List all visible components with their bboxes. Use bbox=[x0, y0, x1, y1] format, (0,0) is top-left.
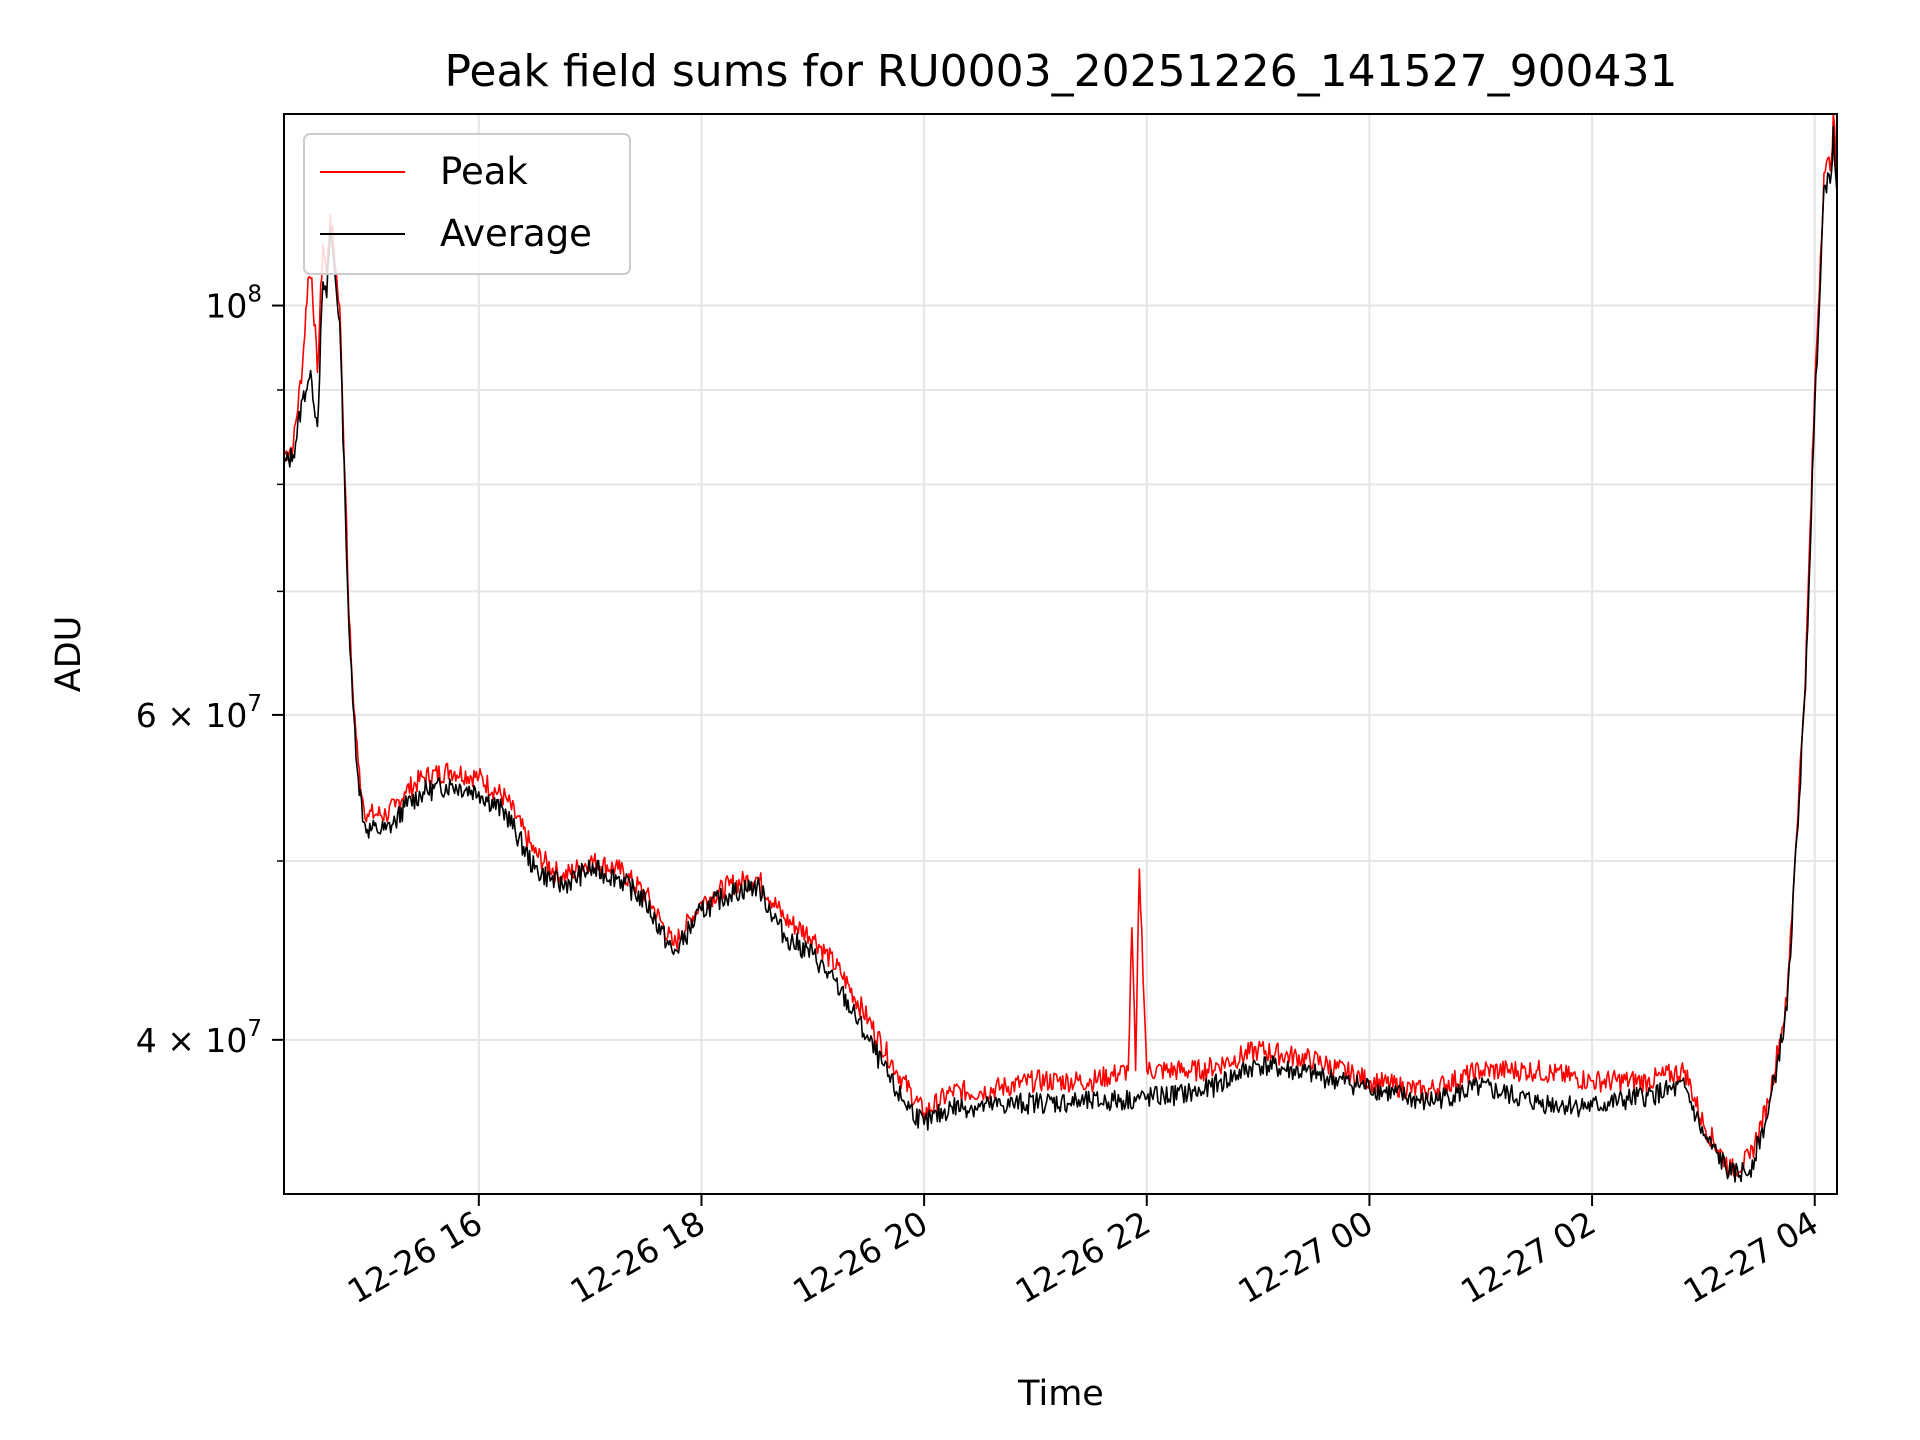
legend-label-peak: Peak bbox=[440, 150, 528, 193]
y-axis-label: ADU bbox=[49, 616, 89, 693]
y-tick-label: 108 bbox=[205, 282, 262, 326]
legend: Peak Average bbox=[303, 133, 631, 275]
grid bbox=[284, 114, 1837, 1194]
series-line-peak bbox=[284, 114, 1837, 1177]
y-tick-label: 4 × 107 bbox=[136, 1016, 262, 1060]
x-axis-label: Time bbox=[1017, 1374, 1104, 1414]
series-line-average bbox=[284, 125, 1837, 1183]
plot-frame bbox=[283, 113, 1838, 1195]
plot-area bbox=[284, 114, 1837, 1183]
legend-box bbox=[303, 133, 631, 275]
y-tick-label: 6 × 107 bbox=[136, 691, 262, 735]
legend-label-average: Average bbox=[440, 212, 592, 255]
chart-title: Peak field sums for RU0003_20251226_1415… bbox=[444, 46, 1677, 97]
